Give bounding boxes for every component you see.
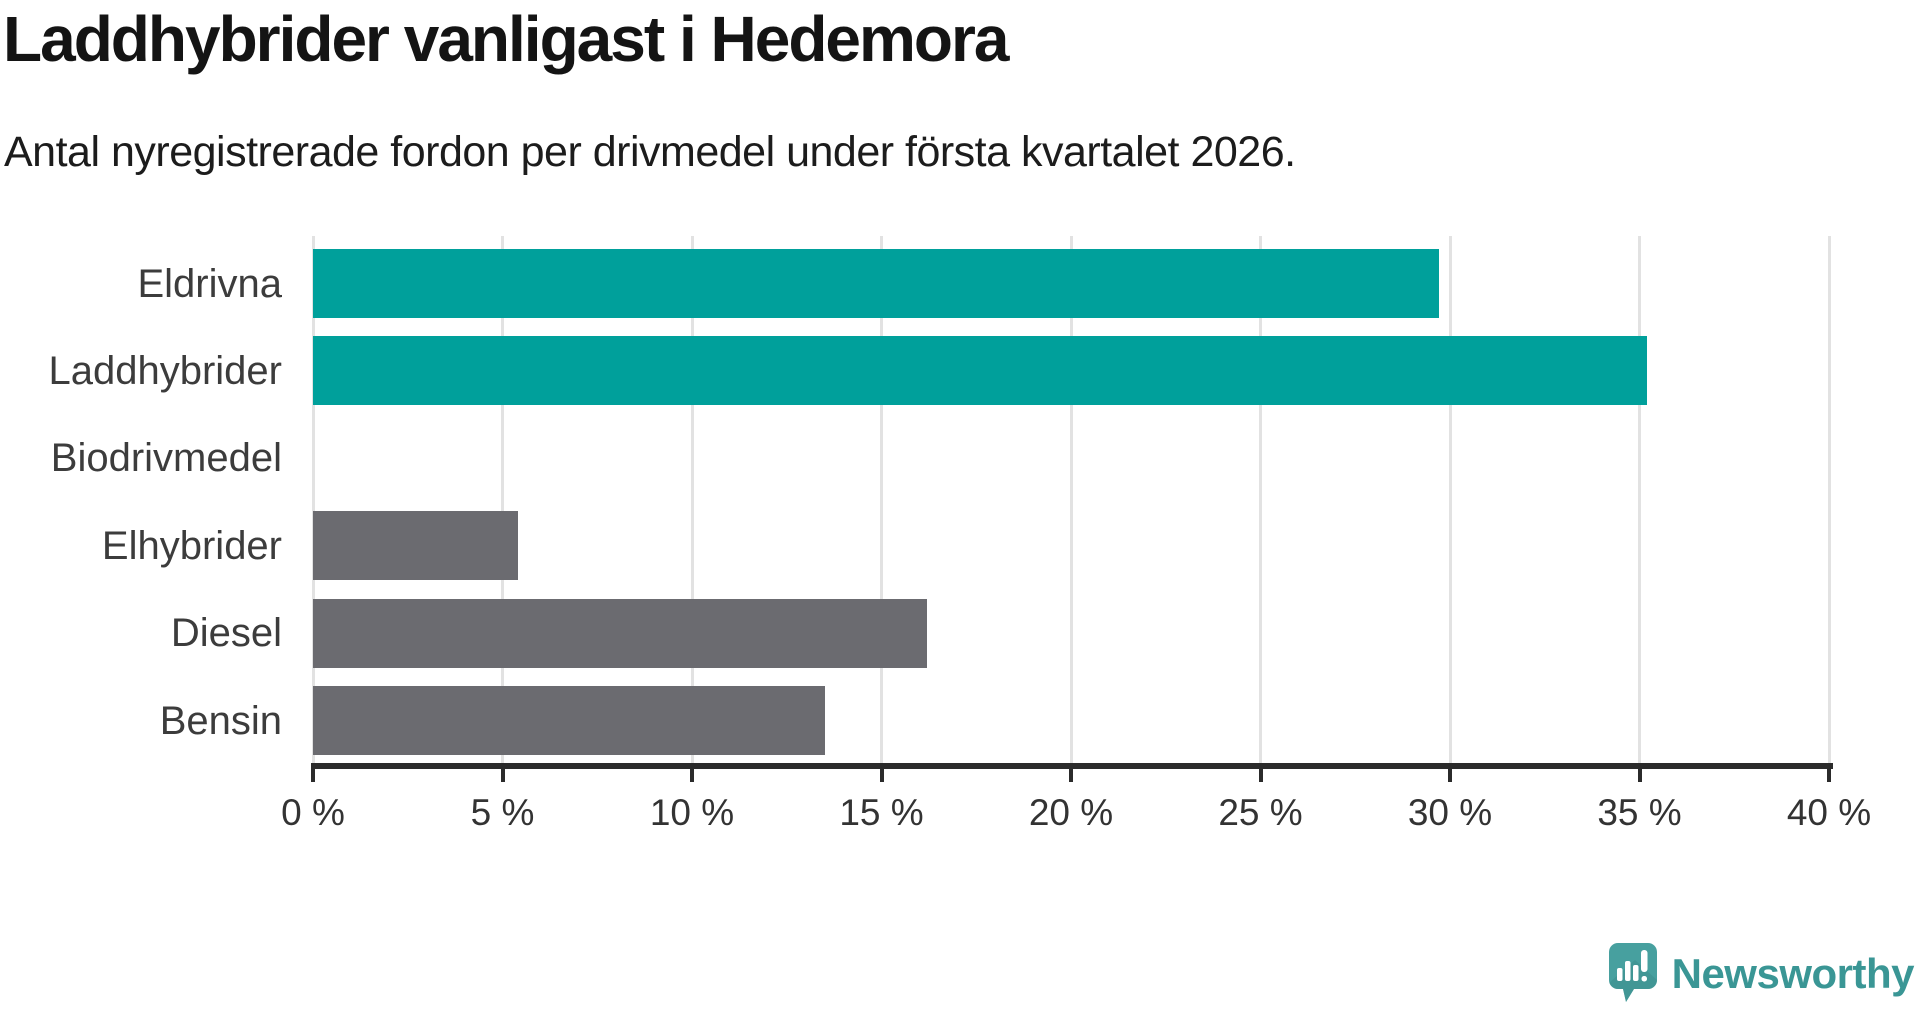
x-axis-tick-label-25: 25 % — [1218, 792, 1303, 833]
gridline-40 — [1827, 236, 1831, 765]
gridline-15 — [880, 236, 883, 765]
bar-laddhybrider — [313, 336, 1648, 406]
newsworthy-logo: Newsworthy — [1608, 942, 1915, 1006]
gridline-35 — [1638, 236, 1641, 765]
category-label-bensin: Bensin — [159, 698, 282, 743]
chart-title: Laddhybrider vanligast i Hedemora — [3, 3, 1009, 75]
gridline-5 — [501, 236, 504, 765]
gridline-25 — [1259, 236, 1262, 765]
x-axis-tick-5 — [500, 763, 505, 782]
gridline-30 — [1448, 236, 1452, 765]
x-axis-tick-35 — [1637, 763, 1642, 782]
x-axis-tick-label-20: 20 % — [1028, 792, 1114, 833]
bar-bensin — [313, 686, 825, 755]
x-axis-tick-40 — [1827, 763, 1831, 782]
bar-diesel — [313, 598, 927, 668]
x-axis-tick-label-0: 0 % — [281, 792, 345, 833]
x-axis-tick-label-40: 40 % — [1786, 792, 1872, 833]
x-axis-tick-10 — [690, 763, 694, 782]
x-axis-tick-15 — [879, 763, 884, 782]
gridline-0 — [311, 236, 315, 765]
gridline-10 — [690, 236, 694, 765]
category-label-biodrivmedel: Biodrivmedel — [50, 436, 282, 481]
x-axis-tick-label-10: 10 % — [649, 792, 735, 833]
chart-subtitle: Antal nyregistrerade fordon per drivmede… — [4, 128, 1296, 176]
category-label-laddhybrider: Laddhybrider — [48, 348, 283, 393]
x-axis-tick-label-35: 35 % — [1597, 792, 1682, 833]
gridline-20 — [1069, 236, 1073, 765]
bar-elhybrider — [313, 511, 518, 581]
category-label-eldrivna: Eldrivna — [137, 261, 282, 306]
x-axis-tick-label-15: 15 % — [839, 792, 924, 833]
x-axis-tick-label-5: 5 % — [470, 792, 535, 833]
bar-eldrivna — [313, 249, 1439, 318]
x-axis-tick-30 — [1448, 763, 1452, 782]
x-axis-tick-20 — [1069, 763, 1073, 782]
x-axis-tick-0 — [311, 763, 315, 782]
x-axis-tick-25 — [1258, 763, 1263, 782]
newsworthy-logo-text: Newsworthy — [1671, 950, 1915, 997]
category-label-diesel: Diesel — [170, 611, 282, 656]
newsworthy-logo-icon — [1608, 943, 1657, 1002]
x-axis-tick-label-30: 30 % — [1407, 792, 1493, 833]
category-label-elhybrider: Elhybrider — [101, 523, 282, 568]
